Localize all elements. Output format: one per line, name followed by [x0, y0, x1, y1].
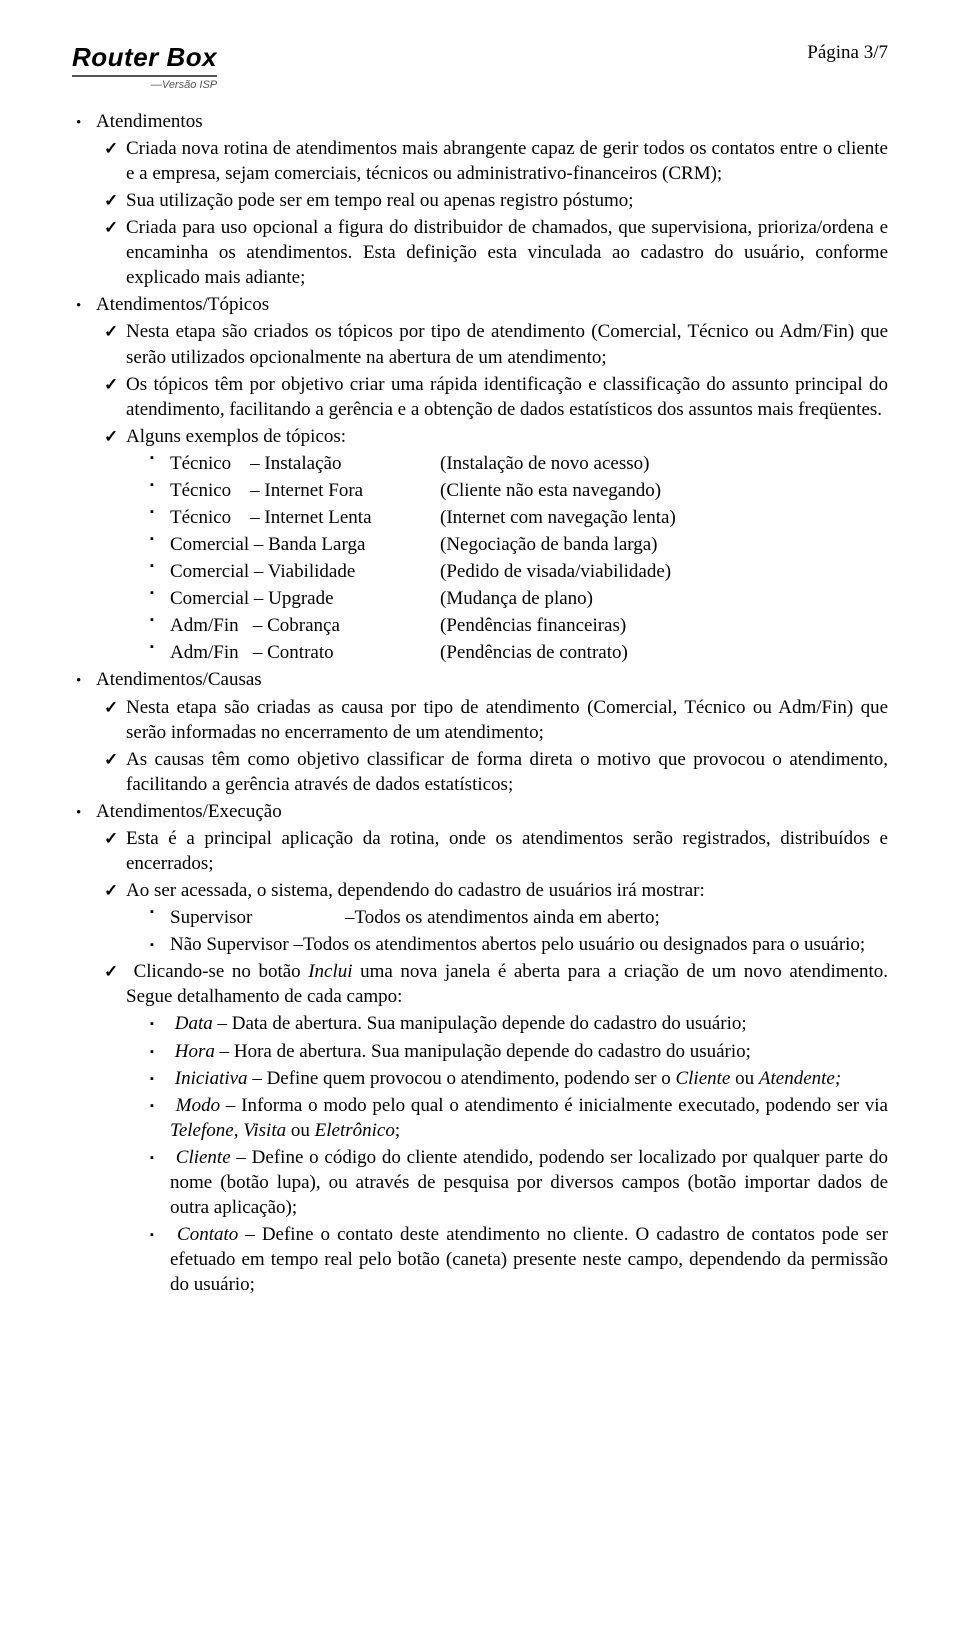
term: Visita — [243, 1120, 286, 1141]
text: Clicando-se no botão — [134, 961, 309, 982]
example-left: Técnico – Internet Lenta — [170, 505, 440, 530]
example-right: (Pedido de visada/viabilidade) — [440, 559, 671, 584]
term: Cliente — [675, 1068, 730, 1089]
section-title: Atendimentos/Tópicos — [72, 292, 888, 317]
field-desc: Modo – Informa o modo pelo qual o atendi… — [72, 1093, 888, 1143]
field-name: Modo — [176, 1095, 220, 1116]
example-row: Técnico – Internet Lenta(Internet com na… — [72, 505, 888, 530]
text: – Define o código do cliente atendido, p… — [170, 1147, 888, 1218]
example-left: Comercial – Upgrade — [170, 586, 440, 611]
list-item: Criada para uso opcional a figura do dis… — [72, 215, 888, 290]
text: – Define o contato deste atendimento no … — [170, 1224, 888, 1295]
list-item: Nesta etapa são criados os tópicos por t… — [72, 319, 888, 369]
example-row: Técnico – Internet Fora(Cliente não esta… — [72, 478, 888, 503]
section-title: Atendimentos/Causas — [72, 667, 888, 692]
text: – Informa o modo pelo qual o atendimento… — [220, 1095, 888, 1116]
example-row: Comercial – Upgrade(Mudança de plano) — [72, 586, 888, 611]
list-item: Esta é a principal aplicação da rotina, … — [72, 826, 888, 876]
list-item: Os tópicos têm por objetivo criar uma rá… — [72, 372, 888, 422]
section-title: Atendimentos — [72, 109, 888, 134]
list-item: Ao ser acessada, o sistema, dependendo d… — [72, 878, 888, 903]
field-desc: Iniciativa – Define quem provocou o aten… — [72, 1066, 888, 1091]
page-header: Router Box —Versão ISP Página 3/7 — [72, 40, 888, 93]
page-number: Página 3/7 — [807, 40, 888, 65]
example-right: (Negociação de banda larga) — [440, 532, 658, 557]
field-name: Data — [175, 1013, 213, 1034]
logo-main: Router Box — [72, 40, 217, 77]
list-item: Alguns exemplos de tópicos: — [72, 424, 888, 449]
list-item: Supervisor –Todos os atendimentos ainda … — [72, 905, 888, 930]
example-row: Adm/Fin – Contrato(Pendências de contrat… — [72, 640, 888, 665]
example-left: Adm/Fin – Cobrança — [170, 613, 440, 638]
example-row: Adm/Fin – Cobrança(Pendências financeira… — [72, 613, 888, 638]
label: Supervisor — [170, 905, 345, 930]
example-row: Comercial – Banda Larga(Negociação de ba… — [72, 532, 888, 557]
example-row: Comercial – Viabilidade(Pedido de visada… — [72, 559, 888, 584]
text: ou — [286, 1120, 315, 1141]
term: Inclui — [308, 961, 352, 982]
field-name: Iniciativa — [175, 1068, 248, 1089]
example-left: Adm/Fin – Contrato — [170, 640, 440, 665]
example-right: (Cliente não esta navegando) — [440, 478, 661, 503]
example-left: Técnico – Internet Fora — [170, 478, 440, 503]
text: – Hora de abertura. Sua manipulação depe… — [215, 1041, 751, 1062]
text: – Define quem provocou o atendimento, po… — [248, 1068, 676, 1089]
text: –Todos os atendimentos ainda em aberto; — [345, 905, 660, 930]
text: , — [234, 1120, 244, 1141]
example-left: Comercial – Banda Larga — [170, 532, 440, 557]
example-right: (Instalação de novo acesso) — [440, 451, 649, 476]
field-name: Contato — [177, 1224, 238, 1245]
section-title: Atendimentos/Execução — [72, 799, 888, 824]
list-item: As causas têm como objetivo classificar … — [72, 747, 888, 797]
example-left: Comercial – Viabilidade — [170, 559, 440, 584]
field-name: Hora — [175, 1041, 215, 1062]
field-desc: Data – Data de abertura. Sua manipulação… — [72, 1011, 888, 1036]
example-row: Técnico – Instalação(Instalação de novo … — [72, 451, 888, 476]
example-right: (Mudança de plano) — [440, 586, 593, 611]
example-left: Técnico – Instalação — [170, 451, 440, 476]
text: ou — [730, 1068, 759, 1089]
example-right: (Pendências de contrato) — [440, 640, 628, 665]
field-name: Cliente — [176, 1147, 231, 1168]
list-item: Não Supervisor –Todos os atendimentos ab… — [72, 932, 888, 957]
field-desc: Hora – Hora de abertura. Sua manipulação… — [72, 1039, 888, 1064]
field-desc: Contato – Define o contato deste atendim… — [72, 1222, 888, 1297]
term: Telefone — [170, 1120, 234, 1141]
list-item: Criada nova rotina de atendimentos mais … — [72, 136, 888, 186]
logo: Router Box —Versão ISP — [72, 40, 217, 93]
list-item: Nesta etapa são criadas as causa por tip… — [72, 695, 888, 745]
term: Eletrônico — [315, 1120, 395, 1141]
example-right: (Internet com navegação lenta) — [440, 505, 676, 530]
list-item: Clicando-se no botão Inclui uma nova jan… — [72, 959, 888, 1009]
list-item: Sua utilização pode ser em tempo real ou… — [72, 188, 888, 213]
text: ; — [395, 1120, 400, 1141]
logo-sub: —Versão ISP — [151, 78, 217, 93]
term: Atendente; — [759, 1068, 841, 1089]
text: – Data de abertura. Sua manipulação depe… — [213, 1013, 747, 1034]
example-right: (Pendências financeiras) — [440, 613, 626, 638]
field-desc: Cliente – Define o código do cliente ate… — [72, 1145, 888, 1220]
